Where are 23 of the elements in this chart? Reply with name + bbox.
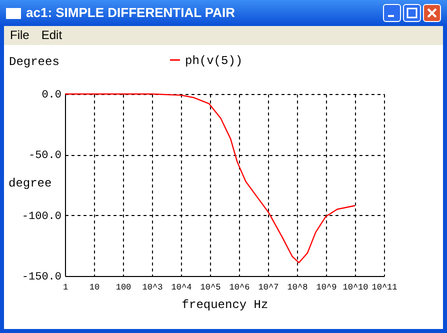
x-tick-label: 10	[89, 282, 100, 292]
x-tick-label: 1	[62, 282, 68, 292]
x-tick-label: 10^10	[342, 282, 368, 292]
x-tick-label: 10^7	[258, 282, 279, 292]
chart-title: ac1: SIMPLE DIFFERENTIAL PAIR	[26, 5, 235, 20]
y-tick-label: 0.0	[42, 90, 62, 102]
y-tick-label: -150.0	[22, 272, 62, 284]
text: File	[10, 28, 30, 42]
x-tick-label: 100	[116, 282, 132, 292]
x-tick-label: 10^6	[229, 282, 250, 292]
x-tick-label: 10^9	[316, 282, 337, 292]
text: Edit	[41, 28, 62, 42]
x-tick-label: 10^8	[287, 282, 308, 292]
y-axis-title: degree	[8, 176, 52, 190]
chart-subtitle: Degrees	[9, 55, 60, 69]
legend-label: ph(v(5))	[185, 54, 243, 68]
x-tick-label: 10^3	[142, 282, 163, 292]
x-axis-title: frequency Hz	[182, 298, 268, 312]
x-tick-label: 10^5	[200, 282, 221, 292]
x-tick-label: 10^4	[171, 282, 192, 292]
y-tick-label: -100.0	[22, 210, 62, 223]
y-tick-label: -50.0	[28, 150, 62, 162]
x-tick-label: 10^11	[372, 282, 398, 292]
